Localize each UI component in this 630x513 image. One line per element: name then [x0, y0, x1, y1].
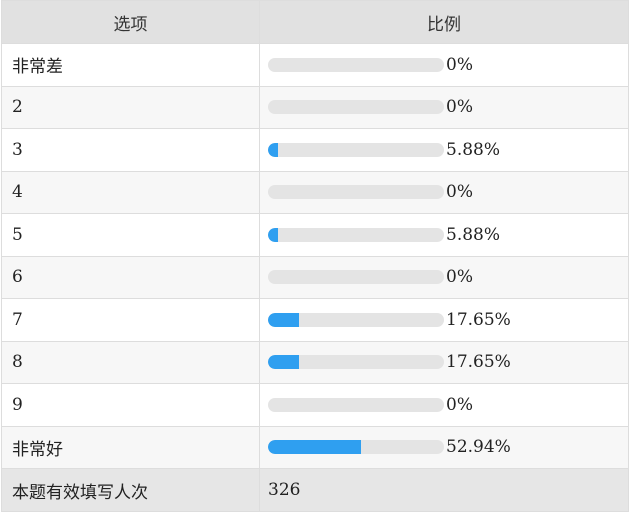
percent-text: 0% — [446, 182, 473, 203]
ratio-wrap: 0% — [268, 44, 628, 86]
progress-bar-track — [268, 440, 444, 455]
ratio-wrap: 0% — [268, 257, 628, 299]
percent-text: 52.94% — [446, 437, 511, 458]
table-row: 9 0% — [1, 383, 629, 427]
table-row: 2 0% — [1, 85, 629, 129]
ratio-wrap: 17.65% — [268, 299, 628, 341]
ratio-cell: 5.88% — [259, 213, 629, 257]
progress-bar-fill — [268, 312, 300, 327]
progress-bar-track — [268, 227, 444, 242]
option-cell: 9 — [1, 383, 260, 427]
percent-text: 0% — [446, 97, 473, 118]
percent-text: 0% — [446, 394, 473, 415]
header-option: 选项 — [1, 0, 260, 44]
footer-value: 326 — [259, 468, 629, 512]
progress-bar-track — [268, 397, 444, 412]
ratio-cell: 52.94% — [259, 425, 629, 469]
option-cell: 非常差 — [1, 43, 260, 87]
percent-text: 5.88% — [446, 224, 501, 245]
option-cell: 4 — [1, 170, 260, 214]
table-row: 3 5.88% — [1, 128, 629, 172]
ratio-wrap: 0% — [268, 172, 628, 214]
ratio-cell: 17.65% — [259, 340, 629, 384]
progress-bar-fill — [268, 227, 279, 242]
progress-bar-track — [268, 270, 444, 285]
table-row: 6 0% — [1, 255, 629, 299]
progress-bar-fill — [268, 142, 279, 157]
option-cell: 8 — [1, 340, 260, 384]
ratio-cell: 5.88% — [259, 128, 629, 172]
progress-bar-track — [268, 142, 444, 157]
percent-text: 0% — [446, 267, 473, 288]
progress-bar-fill — [268, 440, 362, 455]
table-row: 5 5.88% — [1, 213, 629, 257]
ratio-wrap: 5.88% — [268, 214, 628, 256]
table-row: 8 17.65% — [1, 340, 629, 384]
option-cell: 3 — [1, 128, 260, 172]
footer-label: 本题有效填写人次 — [1, 468, 260, 512]
progress-bar-fill — [268, 355, 300, 370]
table-row: 4 0% — [1, 170, 629, 214]
percent-text: 17.65% — [446, 352, 511, 373]
progress-bar-track — [268, 185, 444, 200]
percent-text: 5.88% — [446, 139, 501, 160]
ratio-wrap: 0% — [268, 87, 628, 129]
ratio-cell: 0% — [259, 170, 629, 214]
ratio-cell: 0% — [259, 85, 629, 129]
percent-text: 17.65% — [446, 309, 511, 330]
table-footer-row: 本题有效填写人次 326 — [1, 468, 629, 512]
ratio-wrap: 17.65% — [268, 342, 628, 384]
ratio-cell: 17.65% — [259, 298, 629, 342]
progress-bar-track — [268, 355, 444, 370]
table-row: 非常好 52.94% — [1, 425, 629, 469]
option-cell: 6 — [1, 255, 260, 299]
percent-text: 0% — [446, 54, 473, 75]
option-cell: 7 — [1, 298, 260, 342]
progress-bar-track — [268, 57, 444, 72]
option-cell: 非常好 — [1, 425, 260, 469]
progress-bar-track — [268, 100, 444, 115]
ratio-cell: 0% — [259, 383, 629, 427]
table-body: 非常差 0% 2 0% 3 5.88% 4 0% 5 5.88% 6 0% 7 17.65% 8 17.65%… — [1, 43, 629, 469]
table-header-row: 选项 比例 — [1, 0, 629, 44]
progress-bar-track — [268, 312, 444, 327]
ratio-wrap: 52.94% — [268, 427, 628, 469]
ratio-cell: 0% — [259, 255, 629, 299]
ratio-cell: 0% — [259, 43, 629, 87]
option-cell: 5 — [1, 213, 260, 257]
ratio-wrap: 5.88% — [268, 129, 628, 171]
table-row: 7 17.65% — [1, 298, 629, 342]
option-cell: 2 — [1, 85, 260, 129]
ratio-wrap: 0% — [268, 384, 628, 426]
table-row: 非常差 0% — [1, 43, 629, 87]
header-ratio: 比例 — [259, 0, 629, 44]
